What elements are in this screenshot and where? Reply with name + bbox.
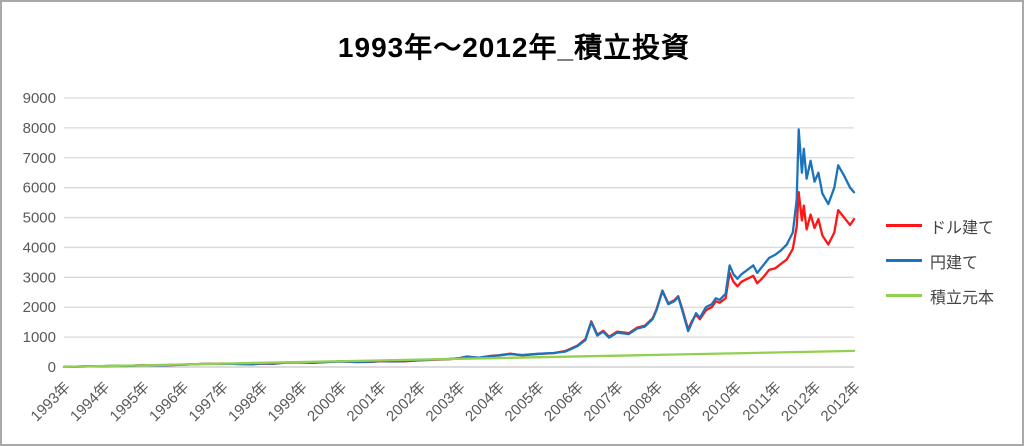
x-axis-tick-label: 1999年 — [265, 379, 311, 425]
x-axis-tick-label: 1998年 — [225, 379, 271, 425]
y-axis-tick-label: 4000 — [23, 239, 56, 256]
legend-item-principal[interactable]: 積立元本 — [886, 278, 994, 313]
y-axis-tick-label: 3000 — [23, 269, 56, 286]
x-axis-tick-label: 1994年 — [67, 379, 113, 425]
x-axis-tick-label: 2007年 — [581, 379, 627, 425]
x-axis-tick-label: 2000年 — [304, 379, 350, 425]
x-axis-tick-label: 2011年 — [739, 379, 784, 424]
legend-label-principal: 積立元本 — [930, 289, 995, 307]
x-axis-tick-label: 2008年 — [620, 379, 666, 425]
x-axis-tick-label: 1995年 — [107, 379, 153, 425]
y-axis-tick-label: 8000 — [23, 120, 56, 137]
y-axis-tick-label: 7000 — [23, 150, 56, 167]
series-line-yen[interactable] — [62, 128, 856, 369]
series-line-principal[interactable] — [62, 349, 856, 369]
x-axis-tick-label: 1997年 — [186, 379, 232, 425]
x-axis-tick-label: 2009年 — [660, 379, 706, 425]
y-axis-tick-label: 1000 — [23, 329, 56, 346]
y-axis-tick-label: 6000 — [23, 180, 56, 197]
y-axis-tick-label: 5000 — [23, 210, 56, 227]
x-axis-tick-label: 2005年 — [502, 379, 548, 425]
legend-label-yen: 円建て — [930, 254, 979, 272]
legend-item-dollar[interactable]: ドル建て — [886, 208, 994, 243]
x-axis-tick-label: 2004年 — [462, 379, 508, 425]
legend-line-swatch-yen — [886, 259, 922, 262]
legend-item-yen[interactable]: 円建て — [886, 243, 994, 278]
x-axis-tick-label: 2010年 — [699, 379, 745, 425]
x-axis-tick-label: 1993年 — [28, 379, 74, 425]
y-axis-tick-label: 2000 — [23, 299, 56, 316]
y-axis-tick-label: 9000 — [23, 90, 56, 107]
x-axis-tick-label: 1996年 — [146, 379, 192, 425]
x-axis-tick-label: 2003年 — [423, 379, 469, 425]
legend-label-dollar: ドル建て — [930, 219, 995, 237]
chart-title: 1993年〜2012年_積立投資 — [337, 32, 691, 63]
y-axis-tick-label: 0 — [48, 359, 56, 376]
x-axis-tick-label: 2012年 — [818, 379, 864, 425]
legend-line-swatch-principal — [886, 294, 922, 297]
x-axis-tick-label: 2006年 — [541, 379, 587, 425]
x-axis-tick-label: 2012年 — [778, 379, 824, 425]
chart-legend: ドル建て 円建て 積立元本 — [886, 208, 994, 313]
x-axis-tick-label: 2001年 — [344, 379, 390, 425]
x-axis-tick-label: 2002年 — [383, 379, 429, 425]
legend-line-swatch-dollar — [886, 224, 922, 227]
series-line-dollar[interactable] — [62, 191, 856, 369]
